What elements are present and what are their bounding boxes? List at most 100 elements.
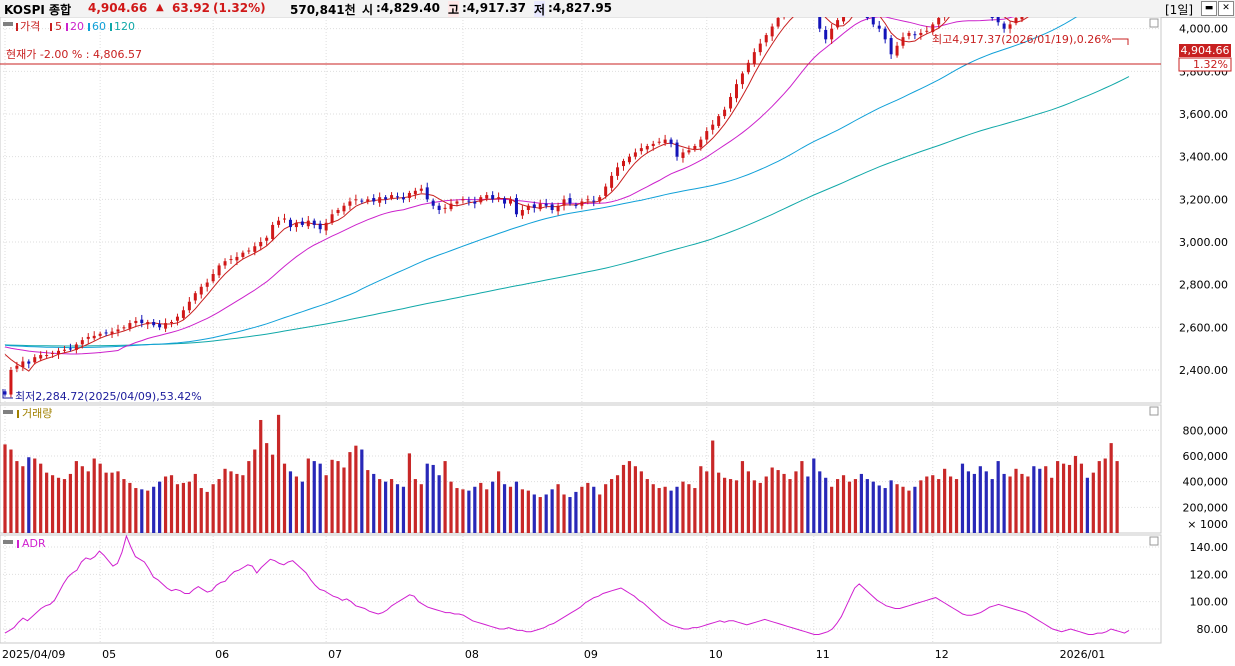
volume-bar [473, 486, 477, 533]
volume-bar [568, 497, 572, 533]
candle-body [699, 139, 703, 148]
volume-bar [98, 463, 102, 533]
candle-body [330, 214, 334, 223]
candle-body [86, 336, 90, 339]
candle-body [556, 205, 560, 212]
price-legend: 가격 5 20 60 120 [16, 20, 135, 33]
legend-price: 가격 [20, 20, 40, 33]
panel-minimize-icon[interactable] [1149, 406, 1159, 416]
candle-body [247, 250, 251, 252]
volume-tick-label: 800,000 [1183, 424, 1229, 437]
candle-body [865, 17, 869, 18]
candle-body [110, 331, 114, 334]
volume-bar [764, 476, 768, 533]
candle-body [51, 352, 55, 354]
minimize-icon[interactable]: ▬ [1201, 1, 1217, 16]
candle-body [407, 192, 411, 199]
candle-body [919, 32, 923, 36]
volume-bar [378, 479, 382, 533]
legend-marker [66, 23, 68, 31]
candle-body [580, 201, 584, 206]
volume-bar [996, 461, 1000, 533]
low-label: 저 [534, 1, 546, 18]
volume-bar [146, 490, 150, 533]
candle-body [931, 24, 935, 33]
volume-bar [538, 497, 542, 533]
candle-body [479, 197, 483, 203]
adr-panel [0, 534, 1162, 644]
panel-handle-icon[interactable] [3, 540, 13, 544]
volume-bar [883, 488, 887, 533]
volume-bar [229, 471, 233, 533]
panel-handle-icon[interactable] [3, 410, 13, 414]
volume-bar [384, 481, 388, 533]
title-bar: KOSPI 종합 4,904.66 ▲ 63.92 (1.32%) 570,84… [0, 0, 1235, 18]
volume-bar [1002, 473, 1006, 533]
candle-body [324, 222, 328, 231]
pct-tag [1178, 57, 1232, 72]
volume-bar [752, 480, 756, 533]
candle-body [871, 17, 875, 25]
candle-body [550, 204, 554, 210]
volume-bar [241, 475, 245, 533]
volume-bar [372, 473, 376, 533]
candle-body [431, 200, 435, 206]
volume-bar [728, 479, 733, 533]
volume-bar [193, 473, 197, 533]
volume-bar [401, 486, 406, 533]
legend-marker [50, 23, 52, 31]
volume-bar [615, 475, 620, 533]
close-icon[interactable]: ✕ [1218, 1, 1234, 16]
volume-bar [604, 484, 608, 533]
volume-bar [835, 479, 840, 533]
volume-bar [508, 486, 513, 533]
panel-handle-icon[interactable] [3, 22, 13, 26]
candle-body [253, 246, 257, 252]
volume-bar [502, 484, 507, 533]
volume-bar [288, 471, 293, 533]
volume-bar [592, 486, 596, 533]
volume-unit: × 1000 [1187, 518, 1228, 531]
candle-body [509, 199, 513, 204]
volume-bar [354, 445, 358, 533]
high-arrow-icon [1112, 38, 1129, 45]
panel-minimize-icon[interactable] [1149, 536, 1159, 546]
candle-body [128, 323, 132, 329]
volume-bar [479, 482, 483, 533]
candle-body [294, 222, 298, 228]
volume-bar [948, 476, 953, 533]
x-tick-label: 05 [102, 648, 116, 661]
volume-bar [300, 481, 304, 533]
volume-bar [722, 477, 727, 533]
volume-bar [574, 491, 578, 533]
volume-bar [937, 479, 941, 533]
candle-body [152, 322, 156, 326]
x-tick-label: 2026/01 [1060, 648, 1106, 661]
price-tag [1179, 44, 1231, 57]
volume-bar [966, 471, 971, 533]
candle-body [80, 340, 84, 345]
x-tick-label: 09 [584, 648, 598, 661]
price-series [3, 17, 1130, 398]
candle-body [419, 188, 423, 191]
volume-bar [669, 490, 673, 533]
candle-body [146, 322, 150, 325]
volume-bar [978, 466, 982, 533]
candle-body [532, 204, 536, 208]
legend-marker [17, 540, 19, 548]
volume-bar [717, 472, 721, 533]
candle-body [568, 198, 572, 204]
candle-body [734, 84, 738, 99]
volume-bar [217, 479, 221, 533]
candle-body [604, 186, 608, 196]
volume-bar [1091, 472, 1095, 533]
volume-bar [169, 475, 174, 533]
volume-bar [806, 476, 810, 533]
legend-ma60: 60 [92, 20, 106, 33]
panel-minimize-icon[interactable] [1149, 18, 1159, 28]
candle-body [621, 160, 625, 167]
volume-bar [800, 461, 804, 533]
volume-bar [324, 475, 328, 533]
volume-bar [1026, 476, 1030, 533]
period-selector[interactable]: [1일] [1165, 3, 1194, 17]
